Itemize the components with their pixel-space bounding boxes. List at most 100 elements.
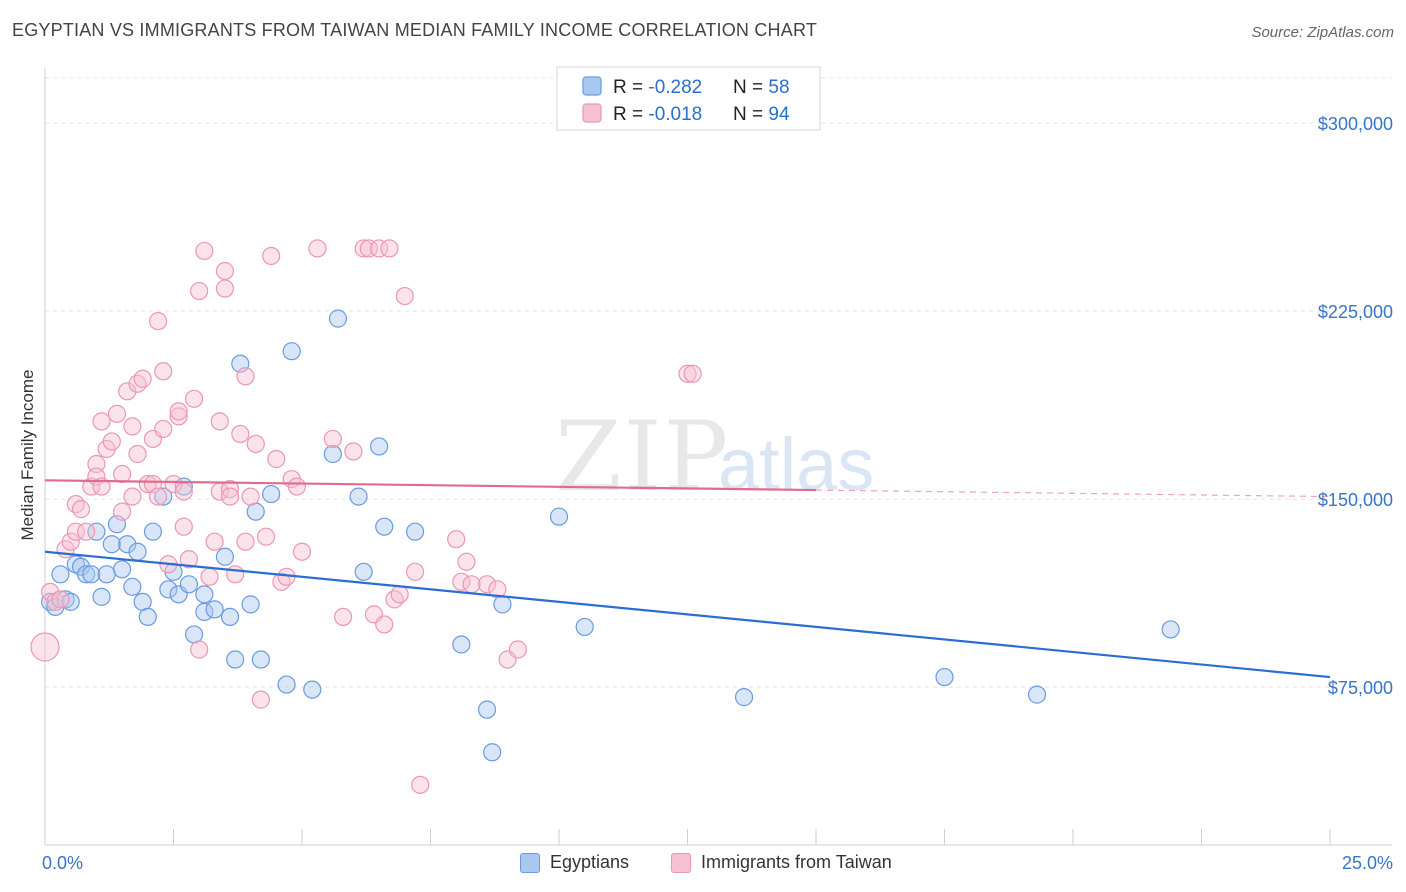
point-egyptians (1027, 685, 1047, 704)
point-egyptians (493, 595, 512, 614)
point-taiwan (51, 590, 70, 609)
point-taiwan (287, 477, 306, 496)
point-taiwan (92, 412, 111, 431)
legend-item-egyptians: Egyptians (520, 852, 629, 873)
trend-line-taiwan-dashed (815, 489, 1331, 498)
point-taiwan (447, 530, 466, 549)
point-taiwan (200, 567, 219, 586)
legend-label-egyptians: Egyptians (550, 852, 630, 872)
x-tick-labels: 0.0% 25.0% (42, 853, 1393, 873)
point-taiwan (226, 565, 245, 584)
point-taiwan (267, 449, 286, 469)
legend-swatch (582, 76, 602, 96)
point-egyptians (143, 522, 163, 541)
point-taiwan (41, 582, 60, 601)
point-egyptians (154, 487, 173, 506)
legend-label-taiwan: Immigrants from Taiwan (701, 852, 892, 872)
point-egyptians (375, 517, 394, 536)
point-taiwan (174, 482, 193, 501)
point-taiwan (154, 419, 173, 439)
point-egyptians (575, 617, 594, 637)
point-taiwan (220, 487, 240, 506)
point-egyptians (477, 700, 497, 719)
point-egyptians (102, 535, 121, 554)
point-taiwan (169, 402, 188, 421)
point-egyptians (77, 565, 96, 584)
point-taiwan (370, 239, 389, 258)
point-egyptians (97, 565, 116, 584)
point-egyptians (251, 650, 270, 669)
point-taiwan (128, 374, 147, 393)
point-taiwan (195, 241, 214, 261)
legend-stats: R = -0.018 N = 94 (613, 104, 790, 125)
point-taiwan (154, 362, 173, 381)
point-taiwan (241, 487, 260, 506)
point-taiwan (82, 477, 101, 496)
point-taiwan (215, 261, 234, 281)
point-taiwan (477, 575, 497, 594)
point-taiwan (683, 364, 702, 383)
point-egyptians (195, 585, 214, 604)
point-taiwan (462, 575, 481, 594)
point-taiwan (61, 532, 80, 551)
point-egyptians (452, 635, 471, 654)
point-taiwan (210, 412, 229, 431)
point-egyptians (92, 587, 111, 606)
point-taiwan (112, 464, 132, 484)
point-egyptians (220, 607, 240, 627)
point-egyptians (246, 502, 265, 521)
point-taiwan (30, 632, 60, 662)
point-taiwan (184, 389, 204, 408)
point-taiwan (123, 487, 142, 506)
point-taiwan (488, 580, 507, 599)
point-egyptians (118, 535, 137, 554)
y-tick-label: $75,000 (1328, 678, 1393, 698)
point-taiwan (236, 532, 255, 551)
legend-top: R = -0.282 N = 58 R = -0.018 N = 94 (556, 66, 821, 131)
point-egyptians (349, 487, 368, 506)
point-taiwan (179, 550, 199, 569)
point-egyptians (1161, 620, 1180, 639)
point-taiwan (220, 479, 240, 499)
point-egyptians (935, 667, 954, 687)
point-egyptians (277, 675, 296, 694)
point-egyptians (241, 595, 260, 614)
point-egyptians (370, 437, 389, 456)
point-taiwan (133, 369, 152, 388)
watermark-zip: ZIP (555, 401, 730, 513)
point-taiwan (385, 590, 404, 609)
point-taiwan (66, 522, 85, 541)
point-taiwan (205, 532, 224, 551)
point-taiwan (190, 281, 209, 301)
point-egyptians (323, 444, 342, 464)
point-taiwan (390, 585, 409, 604)
y-tick-label: $300,000 (1318, 114, 1393, 134)
point-taiwan (508, 640, 527, 659)
y-tick-label: $150,000 (1318, 490, 1393, 510)
point-taiwan (71, 500, 91, 519)
legend-swatch (582, 103, 602, 123)
axes (44, 68, 1392, 846)
point-taiwan (251, 690, 270, 709)
trend-line-taiwan (44, 479, 817, 492)
point-taiwan (128, 444, 147, 464)
x-tick-label-max: 25.0% (1342, 853, 1393, 873)
point-taiwan (334, 607, 353, 627)
point-taiwan (174, 517, 193, 536)
point-taiwan (411, 775, 430, 794)
point-taiwan (246, 434, 265, 454)
point-taiwan (107, 404, 127, 423)
point-egyptians (215, 547, 234, 566)
data-points (30, 239, 1180, 794)
point-egyptians (282, 342, 301, 361)
point-taiwan (138, 474, 157, 494)
watermark: ZIP atlas (555, 401, 874, 513)
point-taiwan (169, 407, 188, 426)
point-taiwan (215, 279, 234, 298)
chart-source: Source: ZipAtlas.com (1251, 24, 1394, 41)
y-tick-labels: $75,000 $150,000 $225,000 $300,000 (1318, 114, 1393, 698)
point-taiwan (262, 246, 281, 266)
point-egyptians (138, 607, 157, 627)
point-taiwan (354, 239, 373, 258)
